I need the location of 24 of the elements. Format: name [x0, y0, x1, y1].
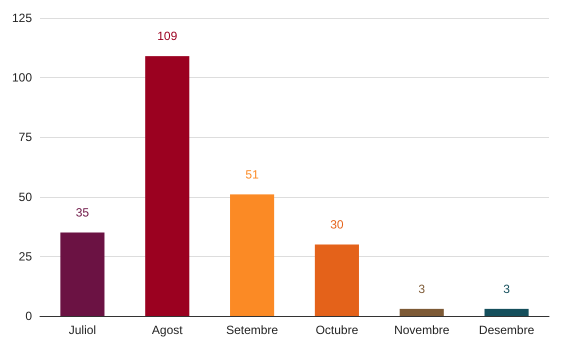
data-label: 30 [330, 217, 344, 232]
bar [484, 308, 529, 316]
x-tick-label: Agost [152, 323, 184, 337]
y-tick-label: 25 [18, 249, 32, 264]
bar [400, 308, 444, 316]
data-label: 109 [157, 29, 178, 44]
y-tick-label: 100 [12, 70, 32, 85]
x-tick-label: Desembre [478, 323, 535, 337]
bar [314, 244, 359, 316]
y-tick-label: 0 [25, 309, 32, 323]
data-label: 35 [76, 206, 90, 220]
bar [230, 194, 274, 316]
x-tick-label: Juliol [68, 323, 96, 337]
y-tick-label: 75 [18, 130, 32, 144]
bar [60, 232, 104, 316]
x-tick-label: Octubre [316, 323, 359, 337]
data-label: 3 [418, 282, 426, 296]
y-tick-label: 50 [18, 190, 32, 204]
x-tick-label: Setembre [226, 323, 278, 337]
bar [145, 56, 190, 316]
data-label: 51 [245, 167, 260, 182]
y-tick-label: 125 [12, 11, 32, 25]
data-label: 3 [503, 282, 510, 296]
x-tick-label: Novembre [394, 323, 450, 337]
